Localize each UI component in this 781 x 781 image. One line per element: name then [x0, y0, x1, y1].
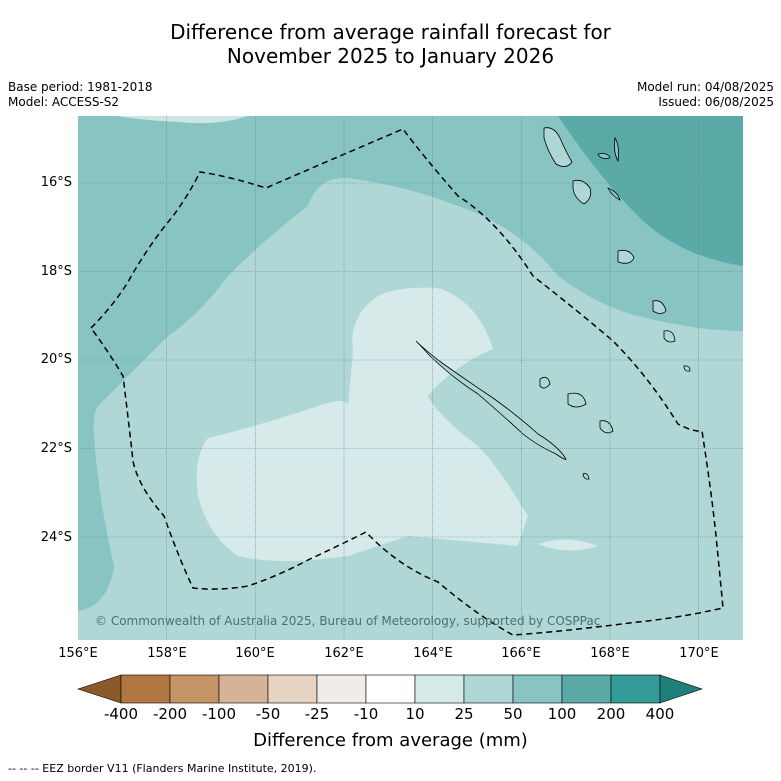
- colorbar-title: Difference from average (mm): [253, 730, 528, 751]
- region-10-25: [196, 287, 528, 561]
- island-malakula: [572, 179, 592, 205]
- colorbar-tick-label: -25: [304, 705, 330, 723]
- colorbar-segment: [120, 674, 171, 704]
- colorbar-tick-label: -400: [103, 705, 139, 723]
- lon-label-162e: 162°E: [324, 646, 364, 661]
- region-10-25-small: [538, 539, 598, 551]
- island-ouvea: [539, 376, 551, 389]
- meta-right: Model run: 04/08/2025 Issued: 06/08/2025: [637, 80, 774, 110]
- colorbar-segment: [414, 674, 465, 704]
- island-efate: [617, 249, 635, 264]
- colorbar-segment: [561, 674, 612, 704]
- lat-label-18s: 18°S: [40, 264, 72, 279]
- lon-label-170e: 170°E: [679, 646, 719, 661]
- colorbar-tick-label: 25: [454, 705, 474, 723]
- colorbar-segment: [463, 674, 514, 704]
- meta-left: Base period: 1981-2018 Model: ACCESS-S2: [8, 80, 153, 110]
- colorbar: [0, 670, 781, 710]
- copyright-notice: © Commonwealth of Australia 2025, Bureau…: [95, 614, 601, 628]
- colorbar-extend-high: [659, 674, 703, 704]
- island-pentecost: [607, 187, 621, 201]
- island-maewo: [614, 136, 619, 163]
- lon-label-156e: 156°E: [58, 646, 98, 661]
- island-espiritu-santo: [543, 127, 573, 167]
- lon-label-158e: 158°E: [147, 646, 187, 661]
- base-period: Base period: 1981-2018: [8, 80, 153, 94]
- colorbar-tick-label: 10: [405, 705, 425, 723]
- colorbar-tick-label: -10: [353, 705, 379, 723]
- colorbar-segment: [365, 674, 416, 704]
- graticule: [78, 116, 743, 640]
- lon-label-168e: 168°E: [590, 646, 630, 661]
- colorbar-segment: [169, 674, 220, 704]
- colorbar-tick-label: -200: [152, 705, 188, 723]
- colorbar-segment: [267, 674, 318, 704]
- lat-label-16s: 16°S: [40, 175, 72, 190]
- colorbar-tick-label: 50: [503, 705, 523, 723]
- colorbar-segment: [610, 674, 661, 704]
- lat-label-20s: 20°S: [40, 352, 72, 367]
- island-lifou: [567, 392, 587, 408]
- lat-label-24s: 24°S: [40, 530, 72, 545]
- island-erromango: [652, 300, 667, 314]
- colorbar-tick-label: -50: [255, 705, 281, 723]
- island-isle-of-pines: [582, 473, 590, 480]
- eez-footnote: -- -- -- EEZ border V11 (Flanders Marine…: [8, 762, 317, 775]
- lon-label-160e: 160°E: [235, 646, 275, 661]
- lat-label-22s: 22°S: [40, 441, 72, 456]
- island-new-caledonia: [415, 340, 567, 460]
- colorbar-segment: [218, 674, 269, 704]
- issued-date: Issued: 06/08/2025: [658, 95, 774, 109]
- colorbar-segment: [316, 674, 367, 704]
- island-matthew: [683, 365, 691, 372]
- region-light-top: [78, 116, 248, 124]
- island-tanna: [663, 330, 676, 343]
- lon-label-164e: 164°E: [413, 646, 453, 661]
- lon-label-166e: 166°E: [501, 646, 541, 661]
- map-svg: [78, 116, 743, 640]
- colorbar-tick-label: 400: [645, 705, 675, 723]
- colorbar-tick-label: 200: [596, 705, 626, 723]
- chart-title: Difference from average rainfall forecas…: [0, 20, 781, 68]
- title-line-2: November 2025 to January 2026: [226, 44, 555, 68]
- eez-border: [90, 128, 724, 636]
- colorbar-svg: [77, 674, 703, 704]
- colorbar-extend-low: [77, 674, 122, 704]
- model-name: Model: ACCESS-S2: [8, 95, 120, 109]
- island-mare: [599, 420, 614, 434]
- colorbar-tick-label: -100: [201, 705, 237, 723]
- colorbar-segment: [512, 674, 563, 704]
- model-run-date: Model run: 04/08/2025: [636, 80, 774, 94]
- colorbar-tick-label: 100: [547, 705, 577, 723]
- rainfall-map: [78, 116, 743, 640]
- title-line-1: Difference from average rainfall forecas…: [170, 20, 611, 44]
